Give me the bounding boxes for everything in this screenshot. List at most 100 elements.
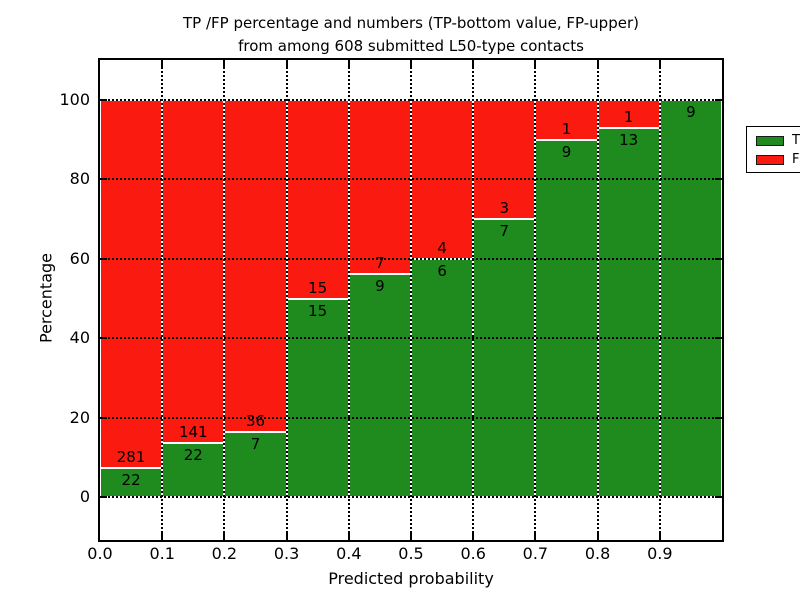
bar-value-label-fp: 4 [437, 238, 447, 257]
bar-segment-fp [224, 100, 287, 433]
gridline-vertical [161, 60, 164, 540]
bar-segment-fp [100, 100, 163, 469]
y-tick-label: 100 [59, 90, 90, 109]
bar-segment-tp [535, 139, 598, 497]
bar-value-label-fp: 1 [561, 119, 572, 138]
gridline-vertical [285, 60, 288, 540]
chart-title-line2: from among 608 submitted L50-type contac… [238, 37, 584, 55]
x-tick-label: 0.4 [336, 544, 362, 563]
y-tick-mark-right [715, 178, 722, 181]
gridline-vertical [223, 60, 226, 540]
x-tick-mark-bottom [596, 533, 599, 540]
x-tick-mark-top [223, 60, 226, 67]
x-tick-mark-bottom [658, 533, 661, 540]
bar-value-label-fp: 3 [499, 199, 510, 218]
x-tick-label: 0.9 [647, 544, 673, 563]
bar-value-label-tp: 7 [250, 435, 261, 454]
bar-segment-fp [348, 100, 411, 274]
chart-title-line1: TP /FP percentage and numbers (TP-bottom… [183, 14, 639, 32]
legend-item-tp: TP [756, 131, 800, 150]
bar-value-label-tp: 15 [308, 301, 328, 320]
tp-swatch-icon [756, 135, 784, 146]
bar-value-label-tp: 22 [121, 471, 141, 490]
y-tick-mark-left [100, 496, 107, 498]
gridline-vertical [658, 60, 661, 540]
y-tick-mark-left [100, 337, 107, 340]
x-tick-label: 0.3 [273, 544, 300, 563]
bar-value-label-tp: 13 [619, 131, 639, 150]
bar-value-label-fp: 15 [308, 278, 328, 297]
bar-segment-tp [162, 443, 225, 497]
y-tick-label: 80 [69, 169, 90, 189]
y-tick-mark-left [100, 416, 107, 419]
x-tick-mark-bottom [161, 533, 164, 540]
y-tick-mark-right [715, 99, 722, 101]
bar-segment-fp [286, 100, 349, 299]
bar-segment-tp [473, 219, 536, 497]
bar-value-label-fp: 141 [178, 423, 208, 442]
y-tick-label: 60 [69, 248, 90, 268]
y-tick-label: 40 [69, 328, 90, 348]
x-tick-mark-top [596, 60, 599, 67]
bar-value-label-tp: 9 [561, 142, 572, 161]
x-tick-mark-top [285, 60, 288, 67]
x-tick-label: 0.8 [584, 544, 611, 563]
gridline-vertical [347, 60, 350, 540]
x-tick-label: 0.6 [460, 544, 486, 563]
bar-segment-tp [597, 128, 660, 497]
plot-area: TP FP 281 22 141 22 36 7 15 15 7 9 4 6 3 7 1 9 1 13 9 [100, 60, 800, 540]
y-tick-mark-right [715, 416, 722, 419]
bar-value-label-fp: 1 [623, 108, 634, 127]
x-tick-mark-top [410, 60, 412, 67]
x-tick-mark-bottom [534, 533, 537, 540]
y-tick-mark-left [100, 257, 107, 260]
y-tick-mark-left [100, 99, 107, 101]
x-tick-mark-top [472, 60, 475, 67]
x-tick-mark-bottom [472, 533, 475, 540]
x-tick-label: 0.2 [211, 544, 238, 563]
y-tick-mark-right [715, 496, 722, 498]
bar-value-label-fp: 281 [116, 448, 146, 467]
bar-value-label-tp: 7 [499, 222, 510, 241]
gridline-vertical [410, 60, 412, 540]
bar-value-label-tp: 9 [375, 276, 385, 295]
x-tick-mark-bottom [223, 533, 226, 540]
x-tick-mark-top [534, 60, 537, 67]
bar-segment-tp [348, 273, 411, 497]
bar-value-label-fp: 36 [245, 412, 266, 431]
y-tick-label: 20 [69, 407, 90, 427]
x-tick-mark-top [347, 60, 350, 67]
y-tick-label: 0 [79, 487, 90, 506]
x-tick-label: 0.0 [87, 544, 113, 563]
bar-value-label-fp: 7 [375, 253, 385, 272]
fp-swatch-icon [756, 154, 784, 165]
x-tick-label: 0.1 [149, 544, 175, 563]
bar-segment-tp [286, 298, 349, 497]
legend-item-fp: FP [756, 150, 800, 169]
x-axis-label: Predicted probability [328, 569, 494, 588]
x-tick-mark-top [161, 60, 164, 67]
legend: TP FP [746, 126, 800, 173]
x-tick-mark-top [658, 60, 661, 67]
y-tick-mark-left [100, 178, 107, 181]
bar-segment-fp [162, 100, 225, 444]
y-tick-mark-right [715, 337, 722, 340]
bar-segment-tp [659, 100, 722, 497]
legend-label-fp: FP [792, 151, 800, 167]
x-tick-mark-bottom [410, 533, 412, 540]
bar-value-label-tp: 22 [183, 446, 203, 465]
x-tick-label: 0.7 [522, 544, 549, 563]
x-tick-label: 0.5 [398, 544, 424, 563]
legend-label-tp: TP [792, 132, 800, 148]
bar-segment-tp [411, 258, 474, 497]
x-tick-mark-bottom [347, 533, 350, 540]
gridline-vertical [596, 60, 599, 540]
gridline-vertical [534, 60, 537, 540]
bar-value-label-tp: 9 [686, 103, 696, 121]
x-tick-mark-bottom [285, 533, 288, 540]
bar-value-label-tp: 6 [437, 261, 447, 280]
y-tick-mark-right [715, 257, 722, 260]
chart-title: TP /FP percentage and numbers (TP-bottom… [100, 12, 722, 58]
gridline-vertical [472, 60, 475, 540]
